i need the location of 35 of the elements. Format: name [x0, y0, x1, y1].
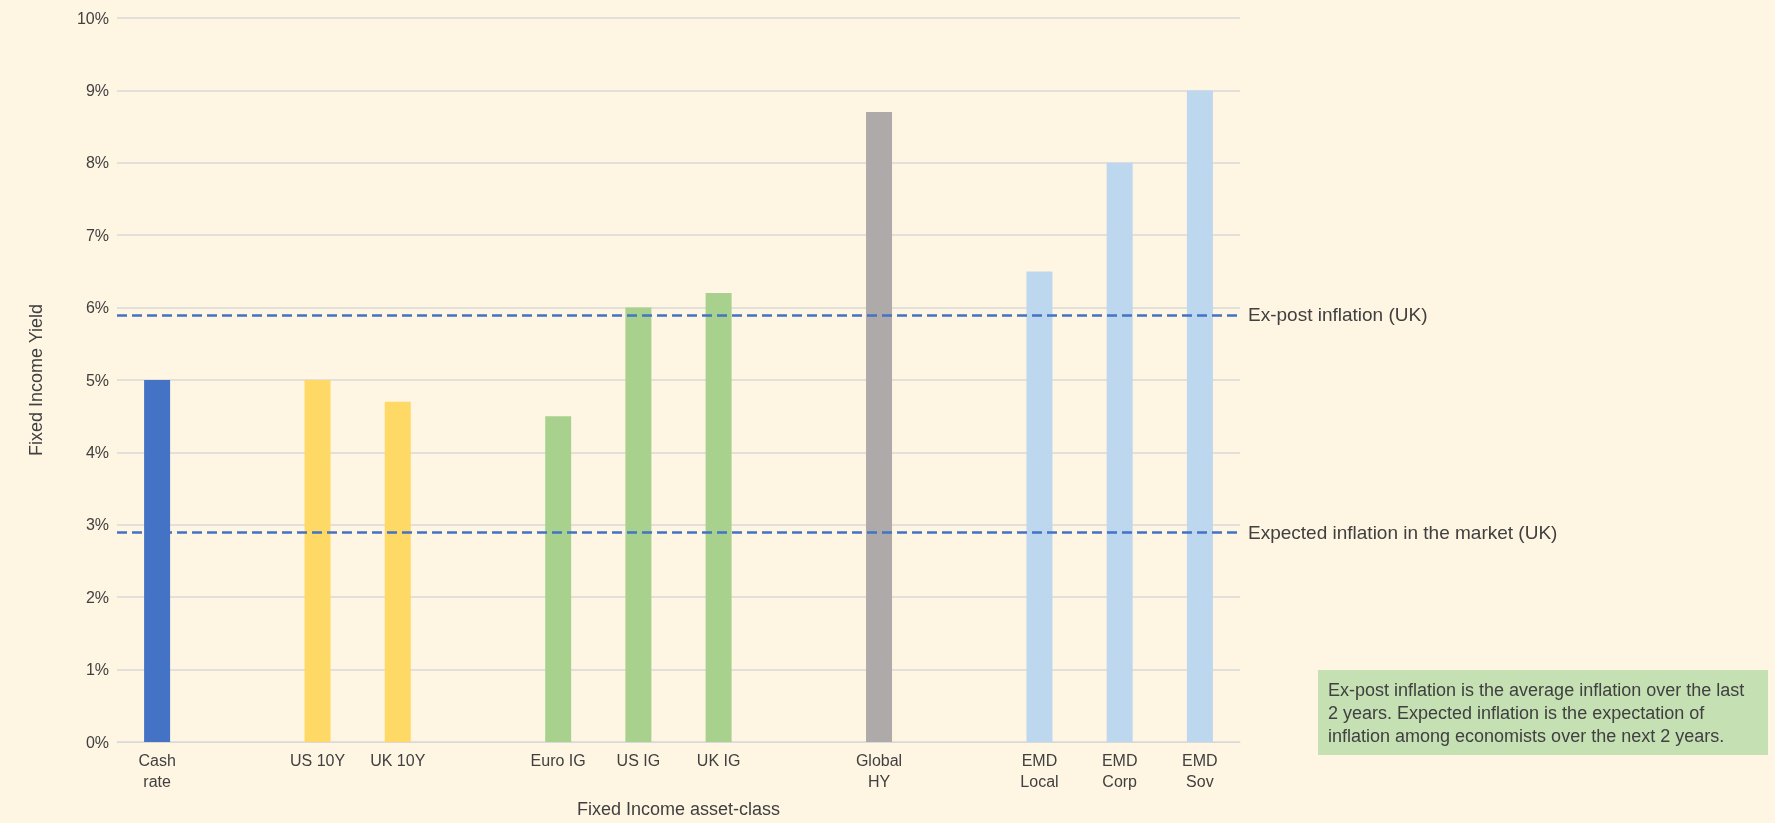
bar [384, 401, 411, 742]
y-tick-label: 4% [85, 443, 109, 461]
y-axis-title: Fixed Income Yield [26, 303, 46, 457]
text: Ex-post inflation is the average inflation over the last 2 years. Expected inflation is the expectation of inflation among economists over the next 2 years. [1328, 679, 1750, 746]
bar [1026, 271, 1053, 742]
x-tick-label: Cash rate [138, 752, 176, 790]
bar [545, 416, 572, 742]
y-tick-label: 10% [76, 9, 109, 27]
y-tick-label: 8% [85, 154, 109, 172]
bar [866, 112, 893, 742]
y-tick-label: 3% [85, 516, 109, 534]
y-tick-label: 0% [85, 733, 109, 751]
bar [304, 380, 331, 742]
bar [1106, 162, 1133, 742]
y-tick-label: 2% [85, 588, 109, 606]
x-tick-label: EMD Corp [1101, 752, 1138, 790]
y-tick-label: 7% [85, 226, 109, 244]
ref-line-label: Expected inflation in the market (UK) [1248, 521, 1558, 543]
x-axis-title: Fixed Income asset-class [576, 799, 781, 819]
x-tick-label: US 10Y [289, 752, 346, 769]
bar [625, 307, 652, 742]
ref-line-label: Ex-post inflation (UK) [1248, 304, 1428, 326]
y-tick-label: 1% [85, 661, 109, 679]
x-tick-label: US IG [616, 752, 661, 769]
x-tick-label: EMD Sov [1182, 752, 1218, 790]
y-tick-label: 9% [85, 81, 109, 99]
x-tick-label: UK IG [696, 752, 741, 769]
x-tick-label: EMD Local [1020, 752, 1059, 790]
x-tick-label: Euro IG [530, 752, 586, 769]
y-tick-label: 5% [85, 371, 109, 389]
y-tick-label: 6% [85, 299, 109, 317]
x-tick-label: UK 10Y [370, 752, 426, 769]
bar [705, 293, 732, 742]
x-tick-label: Global HY [855, 752, 903, 790]
bar [1186, 90, 1213, 742]
